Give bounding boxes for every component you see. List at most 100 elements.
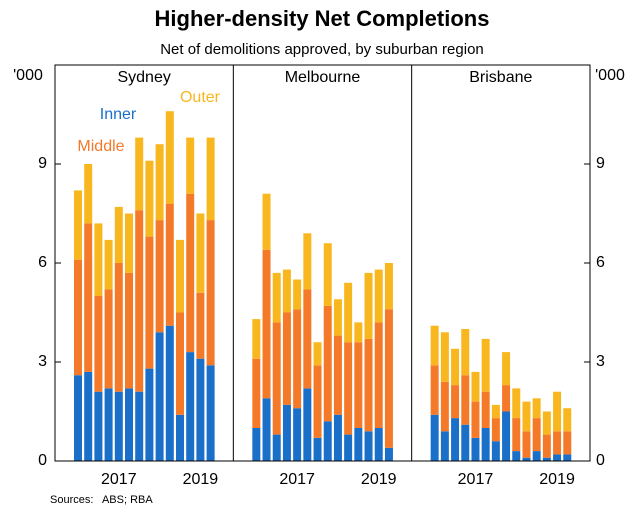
bar-segment	[186, 193, 195, 353]
source-note: Sources: ABS; RBA	[50, 494, 153, 506]
y-tick-label: 9	[38, 155, 47, 172]
bar-segment	[563, 454, 572, 461]
bar-segment	[384, 309, 393, 448]
bar-segment	[461, 375, 470, 425]
bar-segment	[155, 144, 164, 221]
x-tick-label: 2019	[183, 471, 219, 488]
bar-segment	[354, 428, 363, 461]
y-tick-label: 0	[596, 452, 605, 469]
bar-segment	[471, 437, 480, 461]
bar-segment	[553, 431, 562, 455]
bar-segment	[196, 213, 205, 293]
bar-segment	[94, 223, 103, 296]
bar-segment	[262, 193, 271, 250]
bar-segment	[542, 411, 551, 435]
bar-segment	[104, 289, 113, 389]
bar-segment	[74, 190, 82, 260]
bar-segment	[293, 279, 302, 310]
bar-segment	[461, 329, 470, 376]
bar-segment	[532, 398, 541, 419]
bar-segment	[553, 454, 562, 461]
bar-segment	[196, 292, 205, 359]
bar-segment	[176, 312, 184, 415]
panel-title: Sydney	[117, 69, 170, 86]
bar-segment	[430, 325, 439, 366]
bar-segment	[206, 220, 215, 366]
bar-segment	[563, 431, 572, 455]
bar-segment	[313, 437, 322, 461]
bar-segment	[512, 418, 521, 452]
bar-segment	[104, 239, 113, 290]
bar-segment	[84, 164, 93, 224]
bar-segment	[186, 137, 195, 194]
bar-segment	[94, 391, 103, 461]
bar-segment	[333, 335, 342, 415]
x-tick-label: 2019	[539, 471, 575, 488]
bar-segment	[542, 457, 551, 461]
bar-segment	[430, 414, 439, 461]
bar-segment	[262, 398, 271, 461]
bar-segment	[512, 388, 521, 419]
bar-segment	[323, 243, 332, 306]
bar-segment	[282, 269, 291, 313]
bar-segment	[125, 213, 133, 273]
bar-segment	[354, 342, 363, 428]
x-tick-label: 2017	[458, 471, 494, 488]
bar-segment	[125, 272, 133, 389]
x-tick-label: 2017	[279, 471, 315, 488]
bar-segment	[374, 322, 383, 428]
bar-segment	[84, 223, 93, 372]
y-tick-label: 6	[38, 254, 47, 271]
bar-segment	[303, 388, 312, 461]
bar-segment	[272, 272, 281, 323]
bar-segment	[451, 385, 460, 419]
bar-segment	[114, 206, 123, 263]
bar-segment	[323, 305, 332, 422]
bar-segment	[252, 358, 261, 428]
bar-segment	[206, 137, 215, 221]
bar-segment	[165, 111, 174, 204]
bar-segment	[451, 348, 460, 386]
bar-segment	[502, 411, 511, 461]
bar-segment	[384, 447, 393, 461]
bar-segment	[502, 385, 511, 412]
bar-segment	[145, 160, 154, 237]
bar-segment	[252, 428, 261, 461]
bar-segment	[196, 358, 205, 461]
bar-segment	[384, 263, 393, 310]
bar-segment	[206, 365, 215, 461]
bar-segment	[145, 236, 154, 369]
bar-segment	[252, 319, 261, 359]
bar-segment	[135, 391, 144, 461]
bar-segment	[84, 371, 93, 461]
bar-segment	[135, 137, 144, 211]
bar-segment	[135, 210, 144, 392]
bar-segment	[491, 404, 500, 419]
bar-segment	[74, 375, 82, 461]
bar-segment	[176, 239, 184, 313]
bar-segment	[374, 269, 383, 323]
y-tick-label: 3	[38, 353, 47, 370]
bar-segment	[303, 233, 312, 290]
panel-title: Brisbane	[469, 69, 532, 86]
bar-segment	[512, 451, 521, 461]
bar-segment	[502, 352, 511, 386]
y-unit: '000	[13, 67, 43, 84]
bar-segment	[186, 352, 195, 461]
bar-segment	[344, 282, 353, 343]
bar-segment	[344, 342, 353, 435]
bar-segment	[125, 388, 133, 461]
bar-segment	[155, 220, 164, 333]
bar-segment	[303, 289, 312, 389]
chart-subtitle: Net of demolitions approved, by suburban…	[160, 41, 484, 58]
legend-label: Middle	[77, 138, 124, 155]
bar-segment	[293, 408, 302, 461]
bar-segment	[430, 365, 439, 415]
bar-segment	[333, 414, 342, 461]
bar-segment	[440, 381, 449, 432]
bar-segment	[114, 263, 123, 392]
x-tick-label: 2017	[101, 471, 137, 488]
bar-segment	[145, 368, 154, 461]
chart-title: Higher-density Net Completions	[155, 6, 490, 31]
